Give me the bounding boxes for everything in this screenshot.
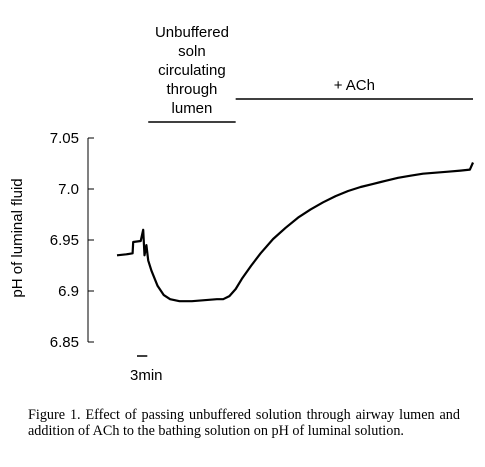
ph-trace-line — [116, 162, 475, 303]
y-tick-label: 6.9 — [58, 283, 79, 300]
annotation-label-line: circulating — [158, 62, 226, 79]
figure-caption: Figure 1. Effect of passing unbuffered s… — [28, 407, 460, 439]
y-axis-label: pH of luminal fluid — [9, 178, 26, 297]
figure-chart: Unbuffered soln circulating through lumen + A… — [9, 24, 475, 384]
y-tick-label: 6.85 — [50, 334, 79, 351]
y-tick-label: 6.95 — [50, 232, 79, 249]
annotation-label-line: soln — [178, 43, 206, 60]
annotation-label-line: + ACh — [334, 77, 375, 94]
annotation-bars — [148, 98, 473, 123]
annotation-label-line: lumen — [172, 100, 213, 117]
annotation-label-line: Unbuffered — [155, 24, 229, 41]
y-tick-label: 7.05 — [50, 130, 79, 147]
y-ticks: 7.05 7.0 6.95 6.9 6.85 — [50, 130, 94, 351]
y-tick-label: 7.0 — [58, 181, 79, 198]
annotation-label-line: through — [167, 81, 218, 98]
time-scale-label: 3min — [130, 367, 163, 384]
annotation-labels: Unbuffered soln circulating through lumen + A… — [155, 24, 375, 117]
